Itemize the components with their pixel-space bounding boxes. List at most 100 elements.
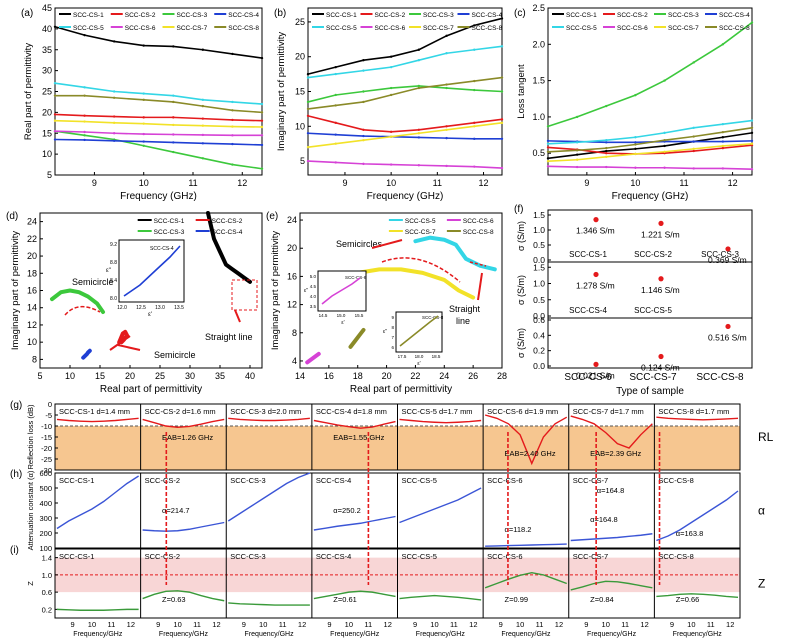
- data-point: [473, 48, 476, 51]
- data-point: [605, 146, 608, 150]
- inset-y-tick: 8.4: [110, 278, 117, 284]
- panel-a: 9 10 11 12 5 10 15 20 25 30 35 40 45 Frequency (GHz) R…: [21, 3, 264, 202]
- y-axis-label: Attenuation constant (α): [26, 470, 35, 550]
- legend-label: SCC-CS-2: [375, 12, 406, 19]
- inset-x-tick: 13.0: [155, 305, 165, 311]
- data-point: [68, 289, 72, 292]
- y-tick-label: 200: [39, 529, 52, 538]
- inset-series: [123, 245, 181, 297]
- data-point: [77, 290, 81, 294]
- x-tick-label: 10: [630, 178, 640, 188]
- legend-label: SCC-CS-1: [326, 12, 357, 19]
- strip-title: SCC-CS-2: [145, 476, 180, 485]
- x-tick-label: 11: [433, 178, 442, 188]
- series-line-SCC-CS-5: [547, 119, 753, 145]
- strip-title: SCC-CS-4: [316, 476, 351, 485]
- data-point: [201, 48, 205, 51]
- data-point: [201, 157, 205, 160]
- data-point: [231, 142, 234, 146]
- x-tick-label: 24: [439, 371, 449, 381]
- x-axis-label: Frequency/GHz: [501, 631, 551, 638]
- data-point: [546, 146, 550, 149]
- strip-series-SCC-CS-4: [313, 590, 396, 600]
- arrow: [477, 272, 483, 301]
- data-point: [362, 69, 365, 72]
- panel-f: (f) 0.0 0.5 1.0 1.5 σ (S/m) SCC-CS-1 1.346 S/m S…: [514, 204, 753, 397]
- data-point: [248, 280, 252, 284]
- data-point: [473, 125, 476, 128]
- data-point: [88, 349, 92, 353]
- strip-title: SCC-CS-4 d=1.8 mm: [316, 407, 387, 416]
- strip-series-SCC-CS-6: [484, 572, 567, 589]
- x-axis-label: Frequency (GHz): [612, 191, 689, 202]
- data-point: [663, 166, 666, 169]
- data-point: [473, 165, 476, 168]
- data-point: [242, 276, 246, 280]
- data-point: [575, 141, 579, 144]
- right-label: Z: [758, 577, 765, 591]
- strip-title: SCC-CS-4: [316, 552, 351, 561]
- strip-series-SCC-CS-6: [485, 543, 567, 547]
- data-point: [546, 142, 550, 145]
- data-point: [750, 21, 754, 24]
- data-point: [201, 142, 205, 145]
- data-point: [142, 44, 145, 47]
- series-line-SCC-CS-1: [307, 17, 503, 75]
- conductivity-point: [593, 217, 599, 223]
- data-point: [663, 150, 666, 153]
- inset-x-label: ε': [341, 320, 344, 326]
- legend-label: SCC-CS-3: [177, 12, 208, 19]
- x-tick-label: 15: [95, 371, 105, 381]
- data-point: [721, 136, 725, 139]
- data-point: [334, 142, 337, 145]
- series-trace-SCC-CS-3: [50, 288, 105, 315]
- strip-series-SCC-CS-3: [228, 417, 310, 422]
- data-point: [119, 336, 123, 340]
- y-tick-label: 20: [295, 52, 305, 62]
- legend-label: SCC-CS-3: [154, 229, 185, 236]
- data-point: [605, 155, 608, 159]
- y-tick-label: 22: [27, 234, 37, 244]
- data-point: [634, 93, 637, 97]
- data-point: [692, 149, 695, 153]
- strip-series-SCC-CS-7: [570, 580, 653, 591]
- data-point: [500, 137, 504, 141]
- highlight-box: [231, 279, 258, 311]
- y-tick-label: 40: [42, 24, 52, 34]
- y-tick-label: 16: [27, 286, 37, 296]
- data-point: [142, 140, 145, 143]
- data-point: [417, 164, 421, 167]
- x-axis-label: Frequency/GHz: [73, 631, 123, 638]
- strip-value-label: α=164.8: [590, 515, 617, 524]
- strip-title: SCC-CS-7: [573, 476, 608, 485]
- data-point: [692, 167, 695, 170]
- data-point: [750, 142, 754, 145]
- data-point: [417, 58, 421, 62]
- data-point: [83, 114, 86, 117]
- data-point: [112, 90, 116, 93]
- data-point: [634, 147, 637, 151]
- data-point: [605, 165, 608, 169]
- subplot-frame: [547, 317, 753, 369]
- data-point: [663, 131, 666, 135]
- data-point: [500, 118, 504, 121]
- strip-series-SCC-CS-5: [399, 487, 482, 524]
- data-point: [334, 65, 337, 69]
- x-tick-label: 12: [469, 620, 477, 629]
- y-tick-label: -5: [45, 411, 52, 420]
- y-tick-label: 0.6: [533, 315, 545, 325]
- data-point: [721, 167, 725, 170]
- y-tick-label: 8: [292, 328, 297, 338]
- data-point: [112, 121, 116, 125]
- data-point: [260, 119, 264, 122]
- y-tick-label: 25: [295, 17, 305, 27]
- y-tick-label: 20: [42, 107, 52, 117]
- x-tick-label: 10: [386, 178, 396, 188]
- x-axis-label: Frequency (GHz): [367, 191, 444, 202]
- conductivity-point: [658, 353, 664, 360]
- series-line-SCC-CS-1: [54, 26, 263, 59]
- data-point: [83, 130, 86, 134]
- y-tick-label: 0.5: [533, 295, 545, 305]
- strip-value-label: Z=0.61: [333, 595, 357, 604]
